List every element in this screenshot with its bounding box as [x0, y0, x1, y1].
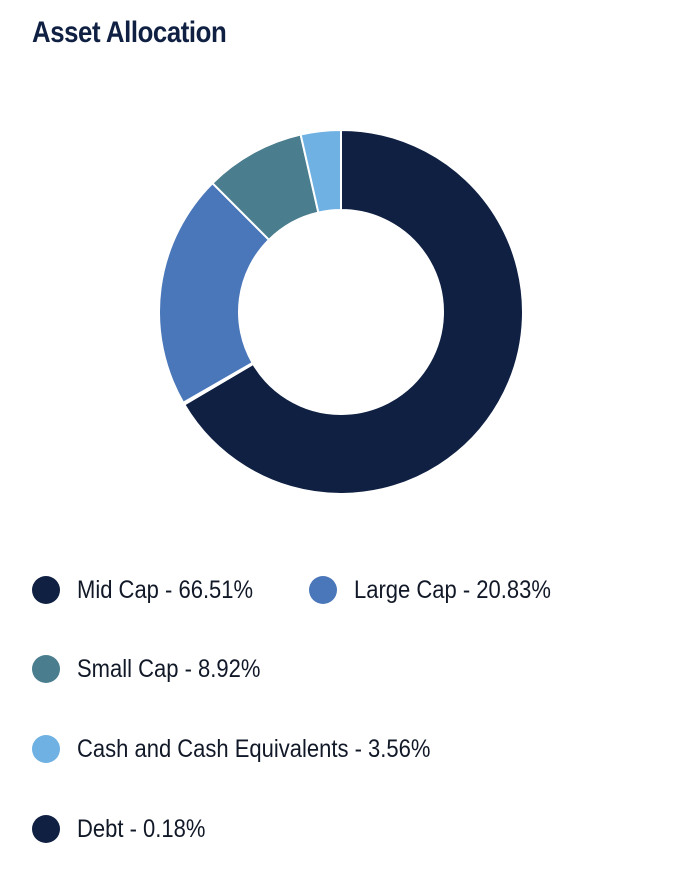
legend-label: Mid Cap - 66.51%	[77, 575, 254, 604]
legend-item-large-cap: Large Cap - 20.83%	[309, 570, 578, 610]
legend-item-small-cap: Small Cap - 8.92%	[32, 649, 285, 689]
slice-cash-and-cash-equivalents	[299, 129, 342, 214]
legend-label: Debt - 0.18%	[77, 814, 206, 843]
legend-swatch	[32, 735, 60, 763]
legend-swatch	[32, 815, 60, 843]
legend-item-cash-equivalents: Cash and Cash Equivalents - 3.56%	[32, 729, 479, 769]
slices-group	[158, 129, 524, 495]
legend-swatch	[32, 576, 60, 604]
legend-item-debt: Debt - 0.18%	[32, 809, 223, 849]
legend-label: Cash and Cash Equivalents - 3.56%	[77, 734, 431, 763]
legend-item-mid-cap: Mid Cap - 66.51%	[32, 570, 277, 610]
donut-chart	[158, 129, 524, 495]
chart-title: Asset Allocation	[32, 16, 227, 49]
slice-large-cap	[158, 182, 270, 404]
legend-swatch	[32, 655, 60, 683]
legend-swatch	[309, 576, 337, 604]
legend-label: Small Cap - 8.92%	[77, 654, 261, 683]
slice-mid-cap	[183, 129, 524, 495]
legend-label: Large Cap - 20.83%	[354, 575, 551, 604]
